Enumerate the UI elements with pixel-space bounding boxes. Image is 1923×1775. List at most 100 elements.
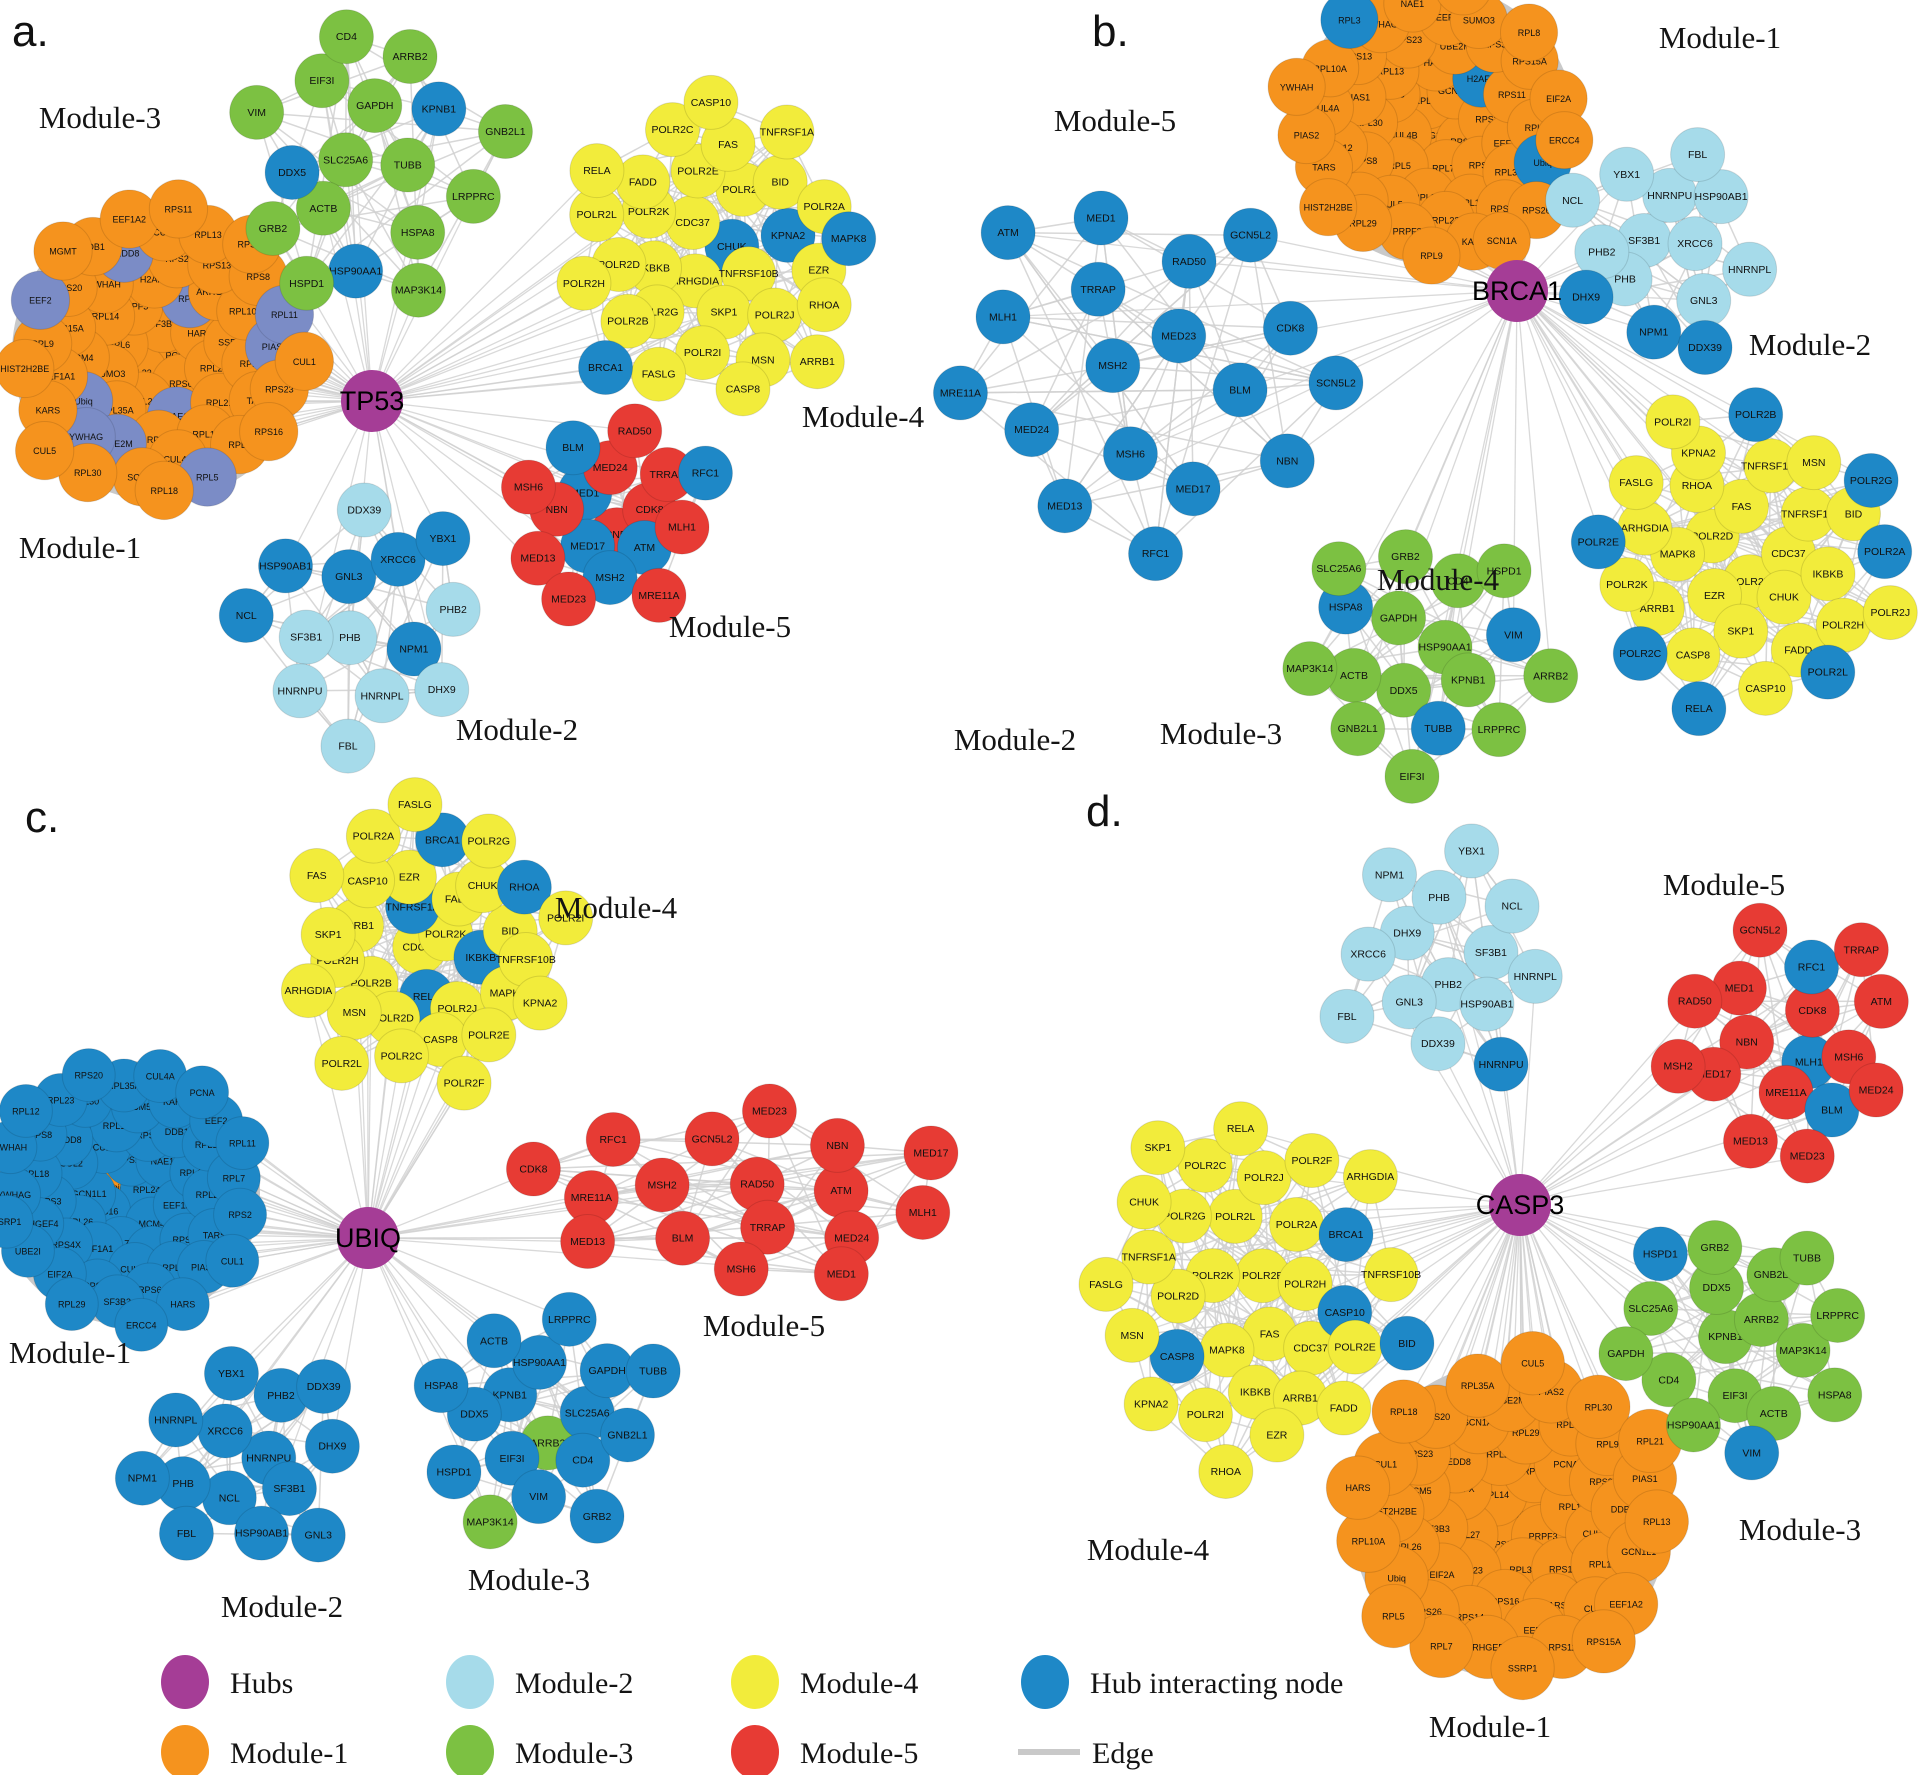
protein-node-POLR2G[interactable]	[461, 813, 517, 869]
protein-node-ATM[interactable]	[980, 205, 1036, 261]
protein-node-HSPD1[interactable]	[279, 255, 335, 311]
protein-node-MSH6[interactable]	[500, 459, 556, 515]
protein-node-NBN[interactable]	[1259, 433, 1315, 489]
protein-node-HSPA8[interactable]	[1807, 1367, 1863, 1423]
protein-node-PHB2[interactable]	[425, 581, 481, 637]
protein-node-SKP1[interactable]	[1713, 603, 1769, 659]
protein-node-ERCC4[interactable]	[1535, 111, 1594, 170]
protein-node-POLR2F[interactable]	[436, 1055, 492, 1111]
protein-node-RPL12[interactable]	[0, 1083, 53, 1138]
protein-node-POLR2C[interactable]	[645, 102, 701, 158]
protein-node-CUL1[interactable]	[274, 331, 334, 391]
protein-node-DHX9[interactable]	[414, 662, 470, 718]
hub-node-BRCA1[interactable]	[1486, 260, 1548, 322]
protein-node-POLR2C[interactable]	[1612, 626, 1668, 682]
protein-node-MED17[interactable]	[1165, 461, 1221, 517]
protein-node-RPL8[interactable]	[1499, 3, 1559, 62]
protein-node-XRCC6[interactable]	[370, 531, 426, 587]
protein-node-RPL5[interactable]	[1361, 1583, 1426, 1649]
protein-node-VIM[interactable]	[1485, 607, 1541, 663]
protein-node-MGMT[interactable]	[33, 221, 93, 281]
protein-node-NPM1[interactable]	[386, 621, 442, 677]
protein-node-POLR2G[interactable]	[1843, 452, 1899, 508]
protein-node-MSH6[interactable]	[1102, 426, 1158, 482]
protein-node-CASP10[interactable]	[683, 74, 739, 130]
protein-node-HSP90AB1[interactable]	[1693, 169, 1749, 225]
protein-node-MED1[interactable]	[813, 1246, 869, 1302]
protein-node-RPS20[interactable]	[61, 1048, 116, 1103]
protein-node-POLR2C[interactable]	[1177, 1137, 1233, 1193]
protein-node-POLR2B[interactable]	[1728, 387, 1784, 443]
protein-node-YBX1[interactable]	[1599, 146, 1655, 202]
protein-node-LRPPRC[interactable]	[1471, 702, 1527, 758]
protein-node-EIF3I[interactable]	[484, 1430, 540, 1486]
protein-node-MLH1[interactable]	[654, 499, 710, 555]
protein-node-GNL3[interactable]	[1381, 974, 1437, 1030]
protein-node-RPL11[interactable]	[215, 1116, 270, 1170]
protein-node-GRB2[interactable]	[569, 1488, 625, 1544]
protein-node-POLR2I[interactable]	[538, 890, 594, 946]
protein-node-SLC25A6[interactable]	[1311, 541, 1367, 597]
protein-node-TRRAP[interactable]	[1070, 261, 1126, 317]
protein-node-POLR2L[interactable]	[1800, 644, 1856, 700]
protein-node-RPL18[interactable]	[134, 460, 194, 521]
protein-node-GNL3[interactable]	[290, 1507, 346, 1563]
protein-node-TNFRSF1A[interactable]	[1121, 1229, 1177, 1285]
protein-node-GRB2[interactable]	[1687, 1219, 1743, 1275]
protein-node-ARHGDIA[interactable]	[1342, 1149, 1398, 1205]
protein-node-DDX39[interactable]	[1410, 1016, 1466, 1072]
protein-node-HSPD1[interactable]	[1632, 1226, 1688, 1282]
protein-node-TRRAP[interactable]	[1833, 922, 1889, 978]
protein-node-ACTB[interactable]	[295, 180, 351, 236]
protein-node-MLH1[interactable]	[975, 289, 1031, 345]
protein-node-DDX5[interactable]	[1376, 662, 1432, 718]
protein-node-RPS20[interactable]	[1435, 0, 1492, 16]
protein-node-SKP1[interactable]	[1130, 1120, 1186, 1176]
protein-node-POLR2A[interactable]	[1857, 524, 1913, 580]
protein-node-HSPA8[interactable]	[390, 204, 446, 260]
protein-node-NPM1[interactable]	[1362, 847, 1418, 903]
protein-node-SF3B1[interactable]	[261, 1461, 317, 1517]
protein-node-MED13[interactable]	[1722, 1113, 1778, 1169]
protein-node-HSPA8[interactable]	[413, 1358, 469, 1414]
protein-node-POLR2L[interactable]	[314, 1035, 370, 1091]
protein-node-EZR[interactable]	[1249, 1407, 1305, 1463]
protein-node-NCL[interactable]	[218, 588, 274, 644]
protein-node-CASP8[interactable]	[715, 361, 771, 417]
protein-node-SCN5L2[interactable]	[1308, 355, 1364, 411]
protein-node-GNB2L1[interactable]	[1330, 701, 1386, 757]
protein-node-HSP90AB1[interactable]	[234, 1505, 290, 1561]
protein-node-GAPDH[interactable]	[347, 78, 403, 134]
hub-node-TP53[interactable]	[341, 370, 403, 432]
protein-node-FBL[interactable]	[320, 718, 376, 774]
protein-node-TUBB[interactable]	[625, 1343, 681, 1399]
protein-node-POLR2F[interactable]	[1284, 1133, 1340, 1189]
protein-node-GCN5L2[interactable]	[684, 1111, 740, 1167]
protein-node-MED23[interactable]	[541, 571, 597, 627]
protein-node-CDK8[interactable]	[1262, 300, 1318, 356]
protein-node-KPNB1[interactable]	[1440, 652, 1496, 708]
protein-node-ATM[interactable]	[1853, 973, 1909, 1029]
protein-node-GAPDH[interactable]	[1371, 590, 1427, 646]
protein-node-YBX1[interactable]	[203, 1345, 259, 1401]
protein-node-ACTB[interactable]	[466, 1313, 522, 1369]
protein-node-RELA[interactable]	[1213, 1101, 1269, 1157]
protein-node-MED13[interactable]	[1037, 478, 1093, 534]
protein-node-TUBB[interactable]	[1779, 1230, 1835, 1286]
protein-node-RAD50[interactable]	[1161, 233, 1217, 289]
protein-node-FAS[interactable]	[289, 848, 345, 904]
protein-node-RPL7[interactable]	[1409, 1613, 1474, 1679]
protein-node-CHUK[interactable]	[1756, 569, 1812, 625]
protein-node-MLH1[interactable]	[895, 1184, 951, 1240]
protein-node-POLR2I[interactable]	[1645, 394, 1701, 450]
protein-node-GAPDH[interactable]	[1598, 1326, 1654, 1382]
protein-node-LRPPRC[interactable]	[541, 1291, 597, 1347]
protein-node-VIM[interactable]	[229, 84, 285, 140]
protein-node-ARRB2[interactable]	[382, 29, 438, 85]
protein-node-RFC1[interactable]	[1784, 939, 1840, 995]
protein-node-GNB2L1[interactable]	[477, 104, 533, 160]
protein-node-SLC25A6[interactable]	[1623, 1281, 1679, 1337]
protein-node-TNFRSF10B[interactable]	[1363, 1247, 1419, 1303]
protein-node-POLR2J[interactable]	[1862, 585, 1918, 641]
protein-node-FASLG[interactable]	[1608, 455, 1664, 511]
